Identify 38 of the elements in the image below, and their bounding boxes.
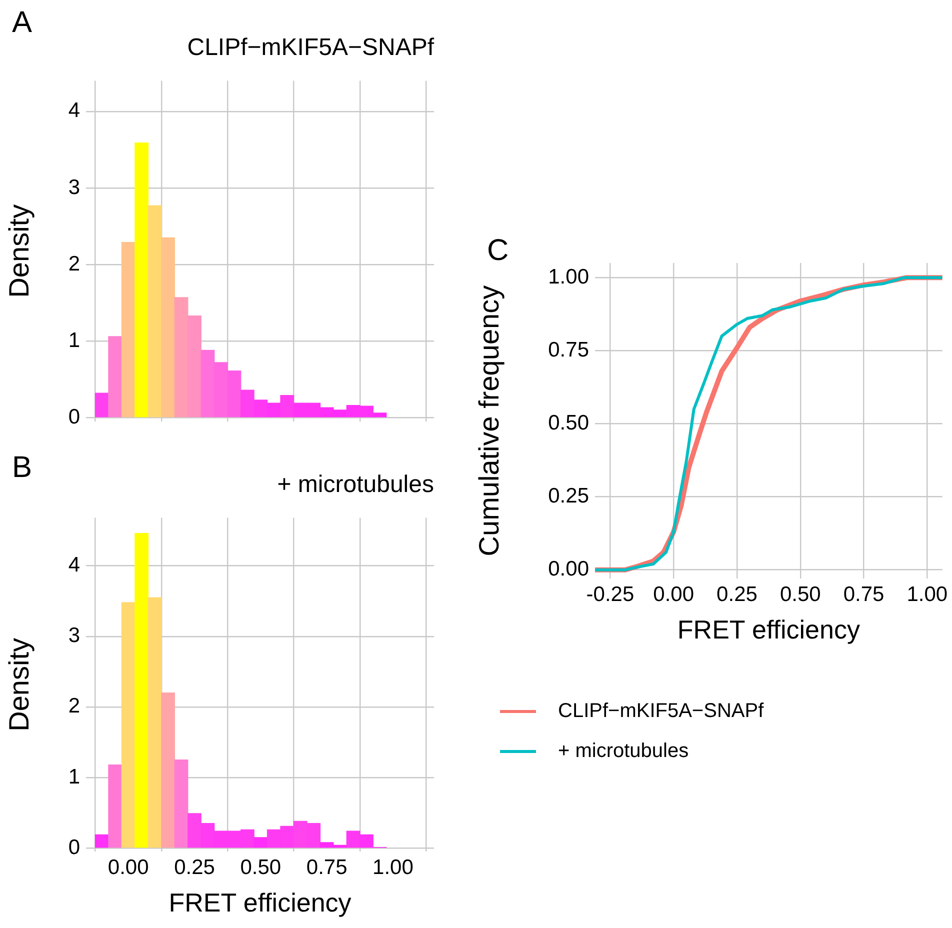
y-tick-label: 1.00: [548, 265, 589, 288]
x-tick-label: 0.00: [653, 582, 694, 606]
y-tick-label: 0.75: [548, 338, 589, 362]
y-tick-label: 2: [68, 694, 80, 718]
legend-label: + microtubules: [558, 740, 689, 762]
text: A: [12, 6, 32, 39]
y-tick-label: 0.50: [548, 412, 589, 435]
y-tick-label: 0.00: [548, 558, 589, 581]
x-tick-label: 0.50: [780, 582, 821, 606]
y-tick-label: 2: [68, 252, 80, 276]
x-tick-label: 0.75: [306, 856, 348, 879]
x-tick-label: 1.00: [372, 856, 414, 879]
x-tick-label: 0.75: [843, 582, 884, 606]
y-tick-label: 4: [68, 99, 80, 122]
y-tick-label: 3: [68, 176, 80, 199]
x-tick-label: 0.00: [108, 856, 149, 879]
x-tick-label: 1.00: [906, 582, 948, 606]
y-axis-title: Density: [4, 638, 35, 732]
y-tick-label: 1: [68, 328, 80, 352]
chart-title: CLIPf−mKIF5A−SNAPf: [187, 34, 434, 62]
y-tick-label: 4: [68, 554, 80, 577]
y-tick-label: 0.25: [548, 484, 589, 508]
y-tick-label: 3: [68, 624, 80, 648]
x-tick-label: 0.25: [716, 582, 758, 606]
x-axis-title: FRET efficiency: [168, 888, 352, 918]
y-tick-label: 0: [68, 836, 80, 859]
chart-title: + microtubules: [277, 471, 434, 498]
y-tick-label: 0: [68, 405, 80, 428]
y-tick-label: 1: [68, 765, 80, 788]
y-axis-title: Cumulative frequency: [474, 285, 505, 556]
x-tick-label: 0.50: [240, 856, 282, 879]
x-tick-label: 0.25: [174, 856, 215, 879]
text: C: [487, 234, 509, 267]
text: B: [12, 451, 32, 484]
y-axis-title: Density: [4, 204, 35, 298]
x-tick-label: -0.25: [586, 582, 634, 606]
x-axis-title: FRET efficiency: [677, 614, 860, 645]
legend-label: CLIPf−mKIF5A−SNAPf: [558, 700, 764, 722]
